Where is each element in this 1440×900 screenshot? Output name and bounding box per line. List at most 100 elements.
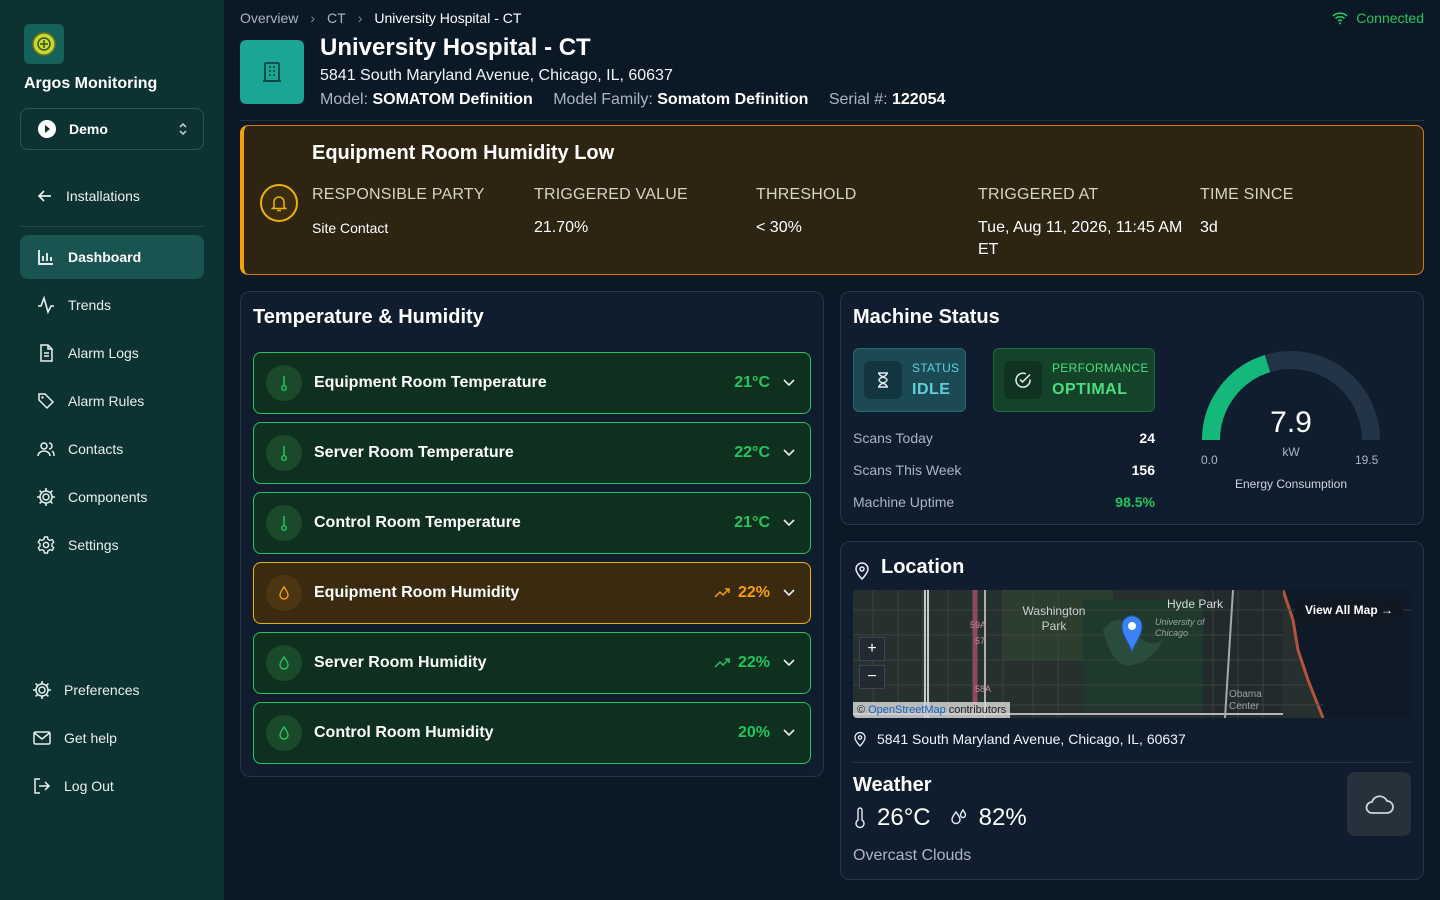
sensor-name: Server Room Temperature — [314, 444, 514, 461]
map-pin-icon — [854, 731, 866, 747]
thermometer-icon — [855, 807, 865, 829]
copyright-icon: © — [857, 704, 866, 716]
droplets-icon — [950, 808, 966, 825]
sidebar-item-settings[interactable]: Settings — [20, 523, 204, 567]
map-label: Hyde Park — [1167, 597, 1224, 611]
sidebar-item-label: Settings — [68, 537, 119, 553]
map-attribution: © OpenStreetMap contributors — [853, 702, 1011, 718]
sensor-control-room-temperature[interactable]: Control Room Temperature 21°C — [253, 492, 811, 554]
sidebar-item-label: Contacts — [68, 441, 124, 457]
alarm-field-label: TIME SINCE — [1200, 186, 1294, 203]
sensor-control-room-humidity[interactable]: Control Room Humidity 20% — [253, 702, 811, 764]
map-zoom-in-button[interactable]: + — [859, 637, 885, 661]
location-divider — [853, 762, 1411, 763]
sidebar-item-label: Trends — [68, 297, 112, 313]
location-map[interactable]: Washington Park Hyde Park University of … — [853, 590, 1411, 718]
sidebar-item-label: Get help — [64, 730, 117, 746]
sensor-name: Control Room Humidity — [314, 724, 494, 741]
chevron-down-icon[interactable] — [782, 588, 796, 598]
chevron-down-icon[interactable] — [782, 448, 796, 458]
temperature-humidity-panel: Temperature & Humidity Equipment Room Te… — [240, 291, 824, 777]
sidebar-item-label: Components — [68, 489, 148, 505]
map-marker-icon[interactable] — [1120, 614, 1144, 654]
chevron-up-down-icon — [179, 122, 187, 136]
chevron-down-icon[interactable] — [782, 658, 796, 668]
sidebar-item-label: Dashboard — [68, 249, 142, 265]
cloud-icon — [1347, 772, 1411, 836]
nav-installations-back[interactable]: Installations — [20, 178, 204, 214]
sensor-equipment-room-temperature[interactable]: Equipment Room Temperature 21°C — [253, 352, 811, 414]
play-circle-icon — [38, 120, 56, 138]
sidebar-item-preferences[interactable]: Preferences — [20, 670, 204, 710]
sidebar-item-contacts[interactable]: Contacts — [20, 427, 204, 471]
nav-installations-label: Installations — [66, 188, 140, 204]
alarm-field-label: RESPONSIBLE PARTY — [312, 186, 485, 203]
sidebar-item-get-help[interactable]: Get help — [20, 718, 204, 758]
sensor-server-room-humidity[interactable]: Server Room Humidity 22% — [253, 632, 811, 694]
alarm-responsible-party: RESPONSIBLE PARTY Site Contact — [312, 186, 522, 239]
sensor-server-room-temperature[interactable]: Server Room Temperature 22°C — [253, 422, 811, 484]
sidebar-item-label: Log Out — [64, 778, 114, 794]
sidebar-item-label: Alarm Rules — [68, 393, 145, 409]
alarm-threshold: THRESHOLD < 30% — [756, 186, 966, 239]
alarm-field-label: THRESHOLD — [756, 186, 857, 203]
energy-gauge-value: 7.9 — [1270, 406, 1312, 439]
breadcrumb-ct[interactable]: CT — [327, 10, 346, 26]
mail-icon — [33, 731, 51, 745]
view-all-map-button[interactable]: View All Map → — [1294, 598, 1403, 622]
map-label: 59A — [970, 620, 987, 630]
sensor-name: Control Room Temperature — [314, 514, 521, 531]
sensor-name: Equipment Room Humidity — [314, 584, 520, 601]
map-label: 58A — [975, 684, 992, 694]
sidebar-item-log-out[interactable]: Log Out — [20, 766, 204, 806]
page-title: University Hospital - CT — [320, 34, 591, 61]
performance-label: PERFORMANCE — [1052, 361, 1149, 375]
active-alarm-banner[interactable]: Equipment Room Humidity Low RESPONSIBLE … — [240, 125, 1424, 275]
weather-description: Overcast Clouds — [853, 847, 972, 864]
cog-icon — [33, 681, 51, 699]
serial-value: 122054 — [891, 91, 946, 108]
energy-gauge-arc — [1202, 351, 1380, 441]
header-divider — [240, 120, 1424, 121]
map-pin-icon — [853, 560, 871, 580]
chevron-down-icon[interactable] — [782, 728, 796, 738]
brand-logo[interactable] — [24, 24, 64, 64]
weather-humidity: 82% — [978, 804, 1027, 831]
alarm-field-value: < 30% — [756, 219, 802, 236]
sidebar-item-alarm-logs[interactable]: Alarm Logs — [20, 331, 204, 375]
trend-up-icon — [714, 658, 730, 668]
sidebar-item-components[interactable]: Components — [20, 475, 204, 519]
sensor-equipment-room-humidity[interactable]: Equipment Room Humidity 22% — [253, 562, 811, 624]
organization-select[interactable]: Demo — [20, 108, 204, 150]
breadcrumb-overview[interactable]: Overview — [240, 10, 299, 26]
energy-gauge-min: 0.0 — [1201, 453, 1218, 467]
chevron-down-icon[interactable] — [782, 378, 796, 388]
breadcrumb-separator: › — [310, 10, 316, 26]
status-value: IDLE — [912, 381, 951, 398]
openstreetmap-link[interactable]: OpenStreetMap — [868, 704, 946, 716]
performance-badge: PERFORMANCE OPTIMAL — [993, 348, 1155, 412]
map-label: Washington Park — [1022, 604, 1086, 633]
performance-value: OPTIMAL — [1052, 381, 1128, 398]
sidebar-item-alarm-rules[interactable]: Alarm Rules — [20, 379, 204, 423]
sidebar-item-dashboard[interactable]: Dashboard — [20, 235, 204, 279]
alarm-field-value: Tue, Aug 11, 2026, 11:45 AM ET — [978, 219, 1183, 259]
sidebar: Argos Monitoring Demo Installations Dash… — [0, 0, 224, 900]
energy-gauge-label: Energy Consumption — [1234, 477, 1348, 491]
logout-icon — [34, 778, 51, 794]
sensor-value: 21°C — [734, 374, 770, 391]
map-zoom-out-button[interactable]: − — [859, 665, 885, 689]
chevron-down-icon[interactable] — [782, 518, 796, 528]
stat-scans-today: Scans Today 24 — [853, 430, 1155, 446]
settings-icon — [37, 536, 55, 554]
bell-icon — [260, 184, 298, 222]
installation-address: 5841 South Maryland Avenue, Chicago, IL,… — [320, 67, 673, 84]
thermometer-icon — [266, 505, 302, 541]
tag-icon — [38, 393, 55, 410]
sidebar-item-trends[interactable]: Trends — [20, 283, 204, 327]
map-label: Obama Center — [1229, 689, 1262, 712]
panel-title: Machine Status — [853, 306, 1000, 328]
alarm-field-label: TRIGGERED VALUE — [534, 186, 688, 203]
status-badge: STATUS IDLE — [853, 348, 966, 412]
alarm-field-value: Site Contact — [312, 220, 389, 236]
